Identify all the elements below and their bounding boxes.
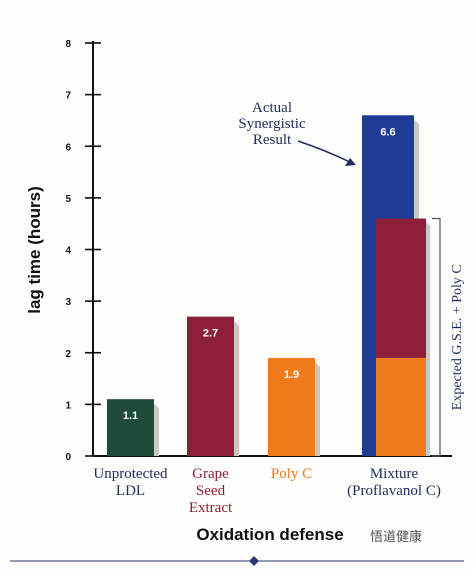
category-label: LDL (116, 483, 145, 499)
annotation-arrowhead (345, 158, 356, 166)
stack-shadow (426, 221, 430, 456)
data-label: 6.6 (380, 126, 395, 138)
expected-bracket (432, 217, 441, 457)
category-label: (Proflavanol C) (347, 483, 441, 499)
stack-segment (376, 218, 426, 358)
category-label: Unprotected (93, 466, 168, 482)
y-tick-label: 4 (65, 246, 71, 257)
bar-shadow (234, 320, 239, 456)
bar (107, 399, 154, 456)
category-label: Seed (196, 483, 226, 499)
y-tick-label: 7 (65, 91, 71, 102)
annotation-text: Actual (252, 100, 292, 116)
y-tick-label: 2 (65, 349, 71, 360)
bar (268, 357, 315, 456)
stack-segment (376, 357, 426, 456)
annotation-text: Result (253, 132, 292, 148)
watermark-text: 悟道健康 (370, 530, 423, 545)
annotation-text: Synergistic (238, 116, 306, 132)
y-tick-label: 8 (65, 39, 71, 50)
category-label: Grape (192, 466, 229, 482)
y-axis-title: lag time (hours) (25, 186, 44, 314)
data-label: 1.9 (284, 369, 299, 381)
bar-shadow (154, 403, 159, 456)
category-label: Mixture (370, 466, 419, 482)
bracket-label: Expected G.S.E. + Poly C (450, 264, 465, 410)
category-label: Extract (189, 500, 233, 516)
bar-shadow (315, 361, 320, 456)
x-axis-title: Oxidation defense (196, 525, 343, 544)
category-label: Poly C (271, 466, 312, 482)
data-label: 2.7 (203, 328, 218, 340)
y-tick-label: 5 (65, 194, 71, 205)
annotation-arrow (297, 140, 353, 164)
footer-diamond (249, 556, 259, 566)
bar (187, 316, 234, 456)
y-tick-label: 3 (65, 297, 71, 308)
data-label: 1.1 (123, 410, 138, 422)
y-tick-label: 6 (65, 142, 71, 153)
y-tick-label: 1 (65, 400, 71, 411)
y-tick-label: 0 (65, 452, 71, 463)
